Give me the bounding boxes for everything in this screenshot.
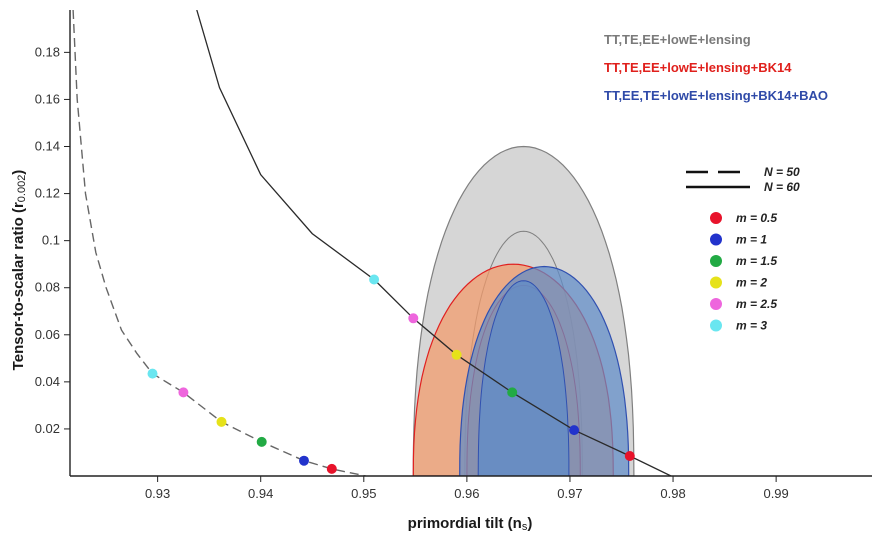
point-n50-m0-5 <box>326 463 337 474</box>
legend-label-m2-5: m = 2.5 <box>736 297 777 311</box>
legend-marker-m1-5 <box>710 255 722 267</box>
x-tick-label: 0.95 <box>351 486 376 501</box>
legend-label-m2: m = 2 <box>736 276 767 290</box>
legend-marker-m0-5 <box>710 212 722 224</box>
contour-3 <box>459 265 630 476</box>
x-tick-label: 0.98 <box>660 486 685 501</box>
point-n50-m1-5 <box>256 436 267 447</box>
axes: 0.93 0.94 0.95 0.96 0.97 0.98 0.99 0.02 0.04 0.06… <box>35 10 872 501</box>
x-tick-label: 0.97 <box>557 486 582 501</box>
x-axis-title-sub: s <box>522 521 528 533</box>
point-n50-m1 <box>299 455 309 466</box>
legend-dataset-3: TT,EE,TE+lowE+lensing+BK14+BAO <box>604 88 828 103</box>
legend-dataset-2: TT,TE,EE+lowE+lensing+BK14 <box>604 60 792 75</box>
y-axis-title: Tensor-to-scalar ratio (r0.002) <box>10 170 28 371</box>
y-tick-label: 0.08 <box>35 280 60 295</box>
point-n60-m2-5 <box>408 313 419 324</box>
y-tick-label: 0.14 <box>35 139 60 154</box>
legend-label-m1-5: m = 1.5 <box>736 254 777 268</box>
point-n50-m2-5 <box>178 387 189 398</box>
y-tick-label: 0.12 <box>35 186 60 201</box>
legend: TT,TE,EE+lowE+lensing TT,TE,EE+lowE+lensi… <box>604 32 828 333</box>
x-tick-label: 0.93 <box>145 486 170 501</box>
legend-label-m1: m = 1 <box>736 233 767 247</box>
legend-label-n-50: N = 50 <box>764 165 800 179</box>
legend-label-m3: m = 3 <box>736 319 767 333</box>
legend-dataset-1: TT,TE,EE+lowE+lensing <box>604 32 751 47</box>
legend-label-n-60: N = 60 <box>764 180 800 194</box>
legend-marker-m2 <box>710 276 722 289</box>
contour-68-3 <box>477 280 570 476</box>
point-n50-m2 <box>216 416 227 427</box>
point-n50-m3 <box>147 368 158 379</box>
y-axis-title-end: ) <box>10 170 27 175</box>
curve-n-50 <box>72 10 367 476</box>
legend-marker-m2-5 <box>710 298 722 310</box>
legend-marker-m3 <box>710 319 722 332</box>
legend-marker-m1 <box>710 233 722 246</box>
y-tick-label: 0.02 <box>35 421 60 436</box>
y-tick-label: 0.18 <box>35 44 60 59</box>
x-axis-title-main: primordial tilt (n <box>408 515 522 532</box>
y-tick-label: 0.1 <box>42 233 60 248</box>
y-axis-title-sub: 0.002 <box>16 175 28 203</box>
y-tick-label: 0.16 <box>35 91 60 106</box>
y-axis-title-main: Tensor-to-scalar ratio (r <box>10 202 27 370</box>
point-n60-m1-5 <box>507 387 518 398</box>
point-n60-m3 <box>369 274 380 285</box>
point-n60-m0-5 <box>624 451 635 461</box>
point-n60-m2 <box>451 349 462 360</box>
x-axis-title-end: ) <box>527 515 532 532</box>
x-tick-label: 0.96 <box>454 486 479 501</box>
legend-label-m0-5: m = 0.5 <box>736 211 777 225</box>
y-tick-label: 0.04 <box>35 374 60 389</box>
model-points <box>147 274 635 474</box>
x-axis-title: primordial tilt (ns) <box>408 515 533 533</box>
x-tick-label: 0.94 <box>248 486 273 501</box>
point-n60-m1 <box>569 425 580 436</box>
x-tick-label: 0.99 <box>763 486 788 501</box>
y-tick-label: 0.06 <box>35 327 60 342</box>
